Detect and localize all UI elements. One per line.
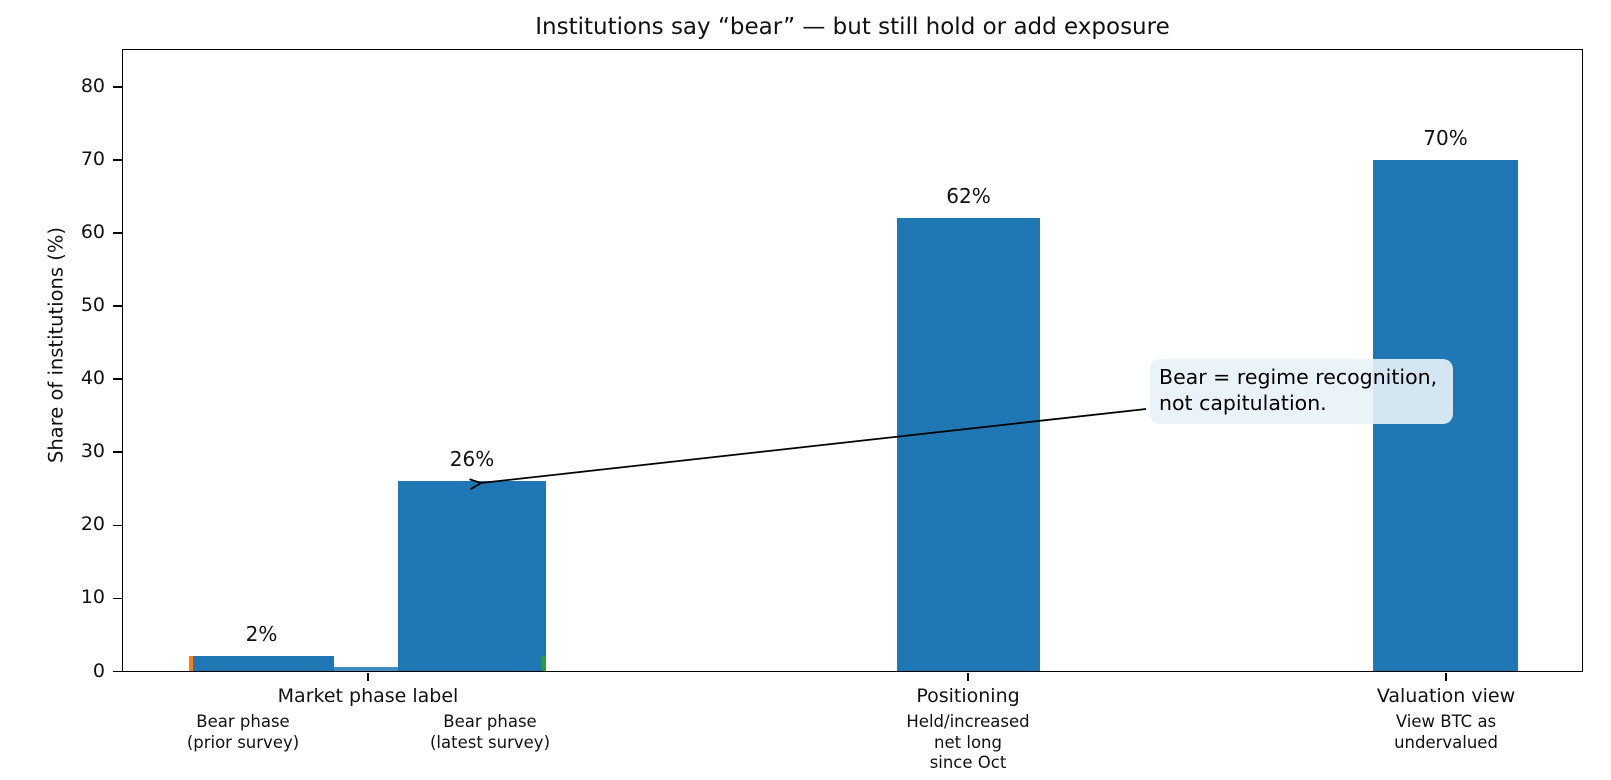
y-tick-label: 50 <box>80 294 105 317</box>
y-axis-label: Share of institutions (%) <box>44 227 68 463</box>
y-tick-mark <box>113 305 122 307</box>
bar-value-label: 2% <box>245 622 278 647</box>
y-tick-label: 20 <box>80 513 105 536</box>
green-accent-sliver <box>542 656 546 671</box>
x-tick-label: Market phase label <box>277 685 459 707</box>
y-tick-label: 30 <box>80 440 105 463</box>
annotation-line-1: Bear = regime recognition, <box>1159 365 1438 389</box>
y-tick-label: 60 <box>80 221 105 244</box>
y-tick-label: 70 <box>80 148 105 171</box>
x-tick-label: Valuation view <box>1376 685 1516 707</box>
bar-artifact-thin-bar <box>334 667 398 671</box>
y-tick-mark <box>113 86 122 88</box>
y-tick-mark <box>113 597 122 600</box>
y-tick-mark <box>113 378 122 381</box>
bar-value-label: 62% <box>946 184 991 209</box>
x-tick-label: Positioning <box>916 685 1020 707</box>
annotation-line-2: not capitulation. <box>1159 391 1327 415</box>
x-tick-mark <box>367 673 369 681</box>
y-tick-mark <box>113 232 122 234</box>
x-sublabel: Held/increased net long since Oct <box>906 712 1030 772</box>
bar-value-label: 70% <box>1423 125 1468 150</box>
x-sublabel: View BTC as undervalued <box>1394 712 1498 752</box>
y-tick-label: 80 <box>80 75 105 98</box>
bar-held-increased-net-long <box>897 218 1040 671</box>
y-tick-label: 0 <box>92 659 105 682</box>
bar-value-label: 26% <box>449 447 495 472</box>
x-tick-mark <box>1445 673 1447 681</box>
y-tick-mark <box>113 451 122 454</box>
annotation-callout: Bear = regime recognition, not capitulat… <box>1150 359 1454 424</box>
y-tick-label: 10 <box>80 586 105 609</box>
y-tick-label: 40 <box>80 367 105 390</box>
bar-bear-phase-prior <box>189 656 334 671</box>
y-tick-mark <box>113 159 122 161</box>
chart-title: Institutions say “bear” — but still hold… <box>535 14 1170 40</box>
x-tick-mark <box>967 673 969 681</box>
y-tick-mark <box>113 670 122 673</box>
y-tick-mark <box>113 524 122 527</box>
orange-accent-sliver <box>189 656 193 671</box>
bar-bear-phase-latest <box>398 481 546 671</box>
x-sublabel: Bear phase (latest survey) <box>429 712 551 752</box>
x-sublabel: Bear phase (prior survey) <box>186 712 300 752</box>
